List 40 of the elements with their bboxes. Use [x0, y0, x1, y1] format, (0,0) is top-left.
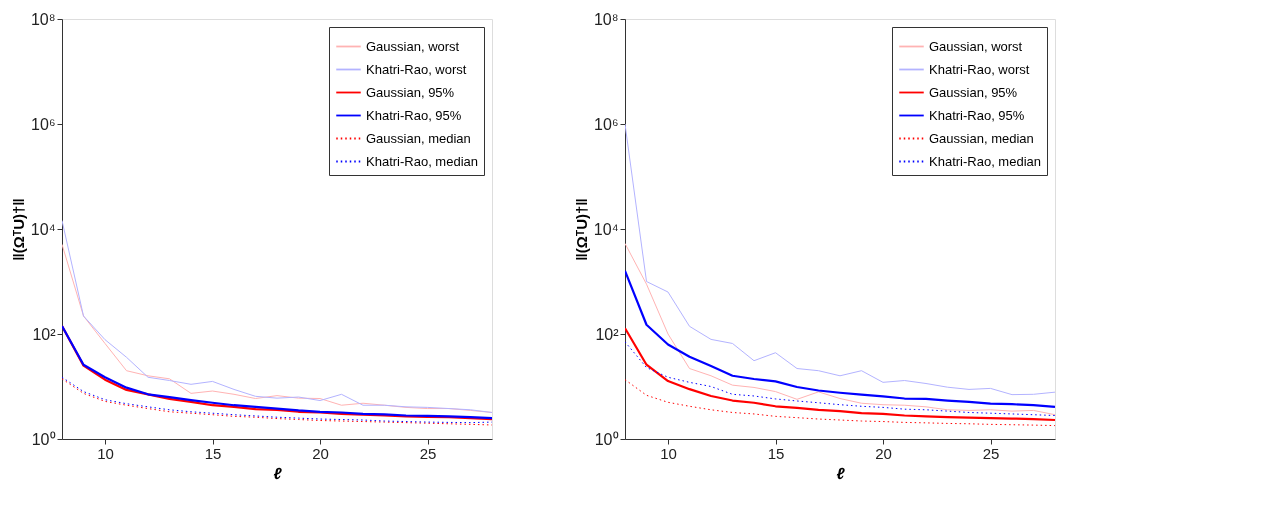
legend-label: Khatri-Rao, worst	[929, 61, 1030, 77]
x-tick-label: 15	[767, 444, 785, 462]
x-tick-label: 20	[875, 444, 892, 462]
line-series	[625, 379, 1055, 427]
line-series	[625, 123, 1055, 396]
x-tick-label: 25	[982, 444, 1000, 462]
line-series	[625, 269, 1055, 408]
legend-label: Gaussian, worst	[366, 38, 460, 54]
y-tick-label: 10⁶	[594, 115, 619, 133]
x-tick-label: 25	[419, 444, 437, 462]
legend-label: Khatri-Rao, median	[929, 153, 1041, 169]
y-tick-label: 10⁶	[31, 115, 56, 133]
legend-label: Khatri-Rao, 95%	[366, 107, 462, 123]
line-series	[625, 242, 1055, 416]
y-axis-title: ‖(ΩᵀU)†‖	[9, 198, 27, 261]
legend-label: Khatri-Rao, median	[366, 153, 478, 169]
legend-label: Gaussian, median	[366, 130, 471, 146]
x-tick-label: 10	[660, 444, 677, 462]
line-series	[625, 327, 1055, 422]
y-tick-label: 10⁴	[593, 220, 619, 238]
line-series	[625, 341, 1055, 417]
x-tick-label: 20	[312, 444, 329, 462]
y-tick-label: 10⁸	[593, 10, 619, 28]
legend-label: Gaussian, median	[929, 130, 1034, 146]
legend-label: Khatri-Rao, 95%	[929, 107, 1025, 123]
legend-label: Gaussian, worst	[929, 38, 1023, 54]
y-tick-label: 10⁰	[594, 430, 619, 448]
legend-label: Khatri-Rao, worst	[366, 61, 467, 77]
y-tick-label: 10⁸	[30, 10, 56, 28]
y-tick-label: 10²	[32, 325, 57, 343]
y-tick-label: 10²	[595, 325, 620, 343]
x-tick-label: 10	[97, 444, 114, 462]
legend-label: Gaussian, 95%	[929, 84, 1018, 100]
legend-label: Gaussian, 95%	[366, 84, 455, 100]
x-axis-title: ℓ	[273, 464, 283, 482]
x-axis-title: ℓ	[836, 464, 846, 482]
y-tick-label: 10⁰	[31, 430, 56, 448]
y-tick-label: 10⁴	[30, 220, 56, 238]
x-tick-label: 15	[204, 444, 222, 462]
y-axis-title: ‖(ΩᵀU)†‖	[572, 198, 590, 261]
